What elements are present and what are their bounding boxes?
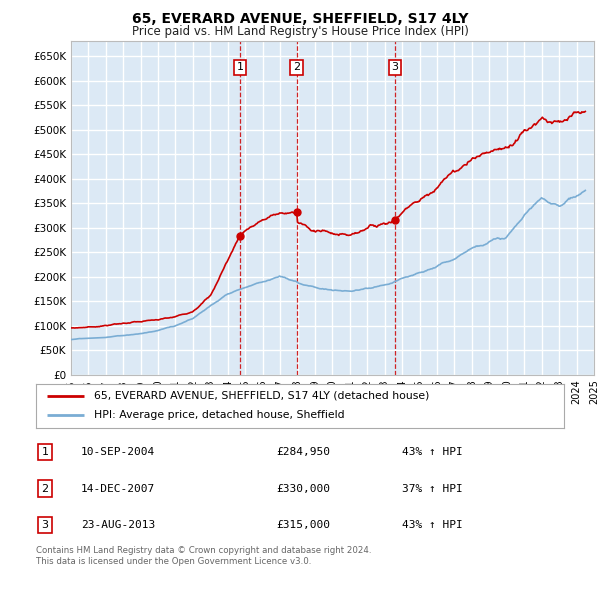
Text: Price paid vs. HM Land Registry's House Price Index (HPI): Price paid vs. HM Land Registry's House …	[131, 25, 469, 38]
Text: 65, EVERARD AVENUE, SHEFFIELD, S17 4LY (detached house): 65, EVERARD AVENUE, SHEFFIELD, S17 4LY (…	[94, 391, 430, 401]
Text: 23-AUG-2013: 23-AUG-2013	[81, 520, 155, 530]
Text: 43% ↑ HPI: 43% ↑ HPI	[402, 447, 463, 457]
Text: £284,950: £284,950	[276, 447, 330, 457]
Text: 3: 3	[41, 520, 49, 530]
Text: 37% ↑ HPI: 37% ↑ HPI	[402, 484, 463, 493]
Text: 1: 1	[236, 63, 244, 73]
Text: 65, EVERARD AVENUE, SHEFFIELD, S17 4LY: 65, EVERARD AVENUE, SHEFFIELD, S17 4LY	[132, 12, 468, 26]
Text: 3: 3	[392, 63, 398, 73]
Text: 14-DEC-2007: 14-DEC-2007	[81, 484, 155, 493]
Text: 2: 2	[293, 63, 300, 73]
Text: £330,000: £330,000	[276, 484, 330, 493]
Text: 2: 2	[41, 484, 49, 493]
Text: Contains HM Land Registry data © Crown copyright and database right 2024.
This d: Contains HM Land Registry data © Crown c…	[36, 546, 371, 566]
Text: 1: 1	[41, 447, 49, 457]
Text: 10-SEP-2004: 10-SEP-2004	[81, 447, 155, 457]
Text: HPI: Average price, detached house, Sheffield: HPI: Average price, detached house, Shef…	[94, 411, 345, 420]
Text: 43% ↑ HPI: 43% ↑ HPI	[402, 520, 463, 530]
Text: £315,000: £315,000	[276, 520, 330, 530]
